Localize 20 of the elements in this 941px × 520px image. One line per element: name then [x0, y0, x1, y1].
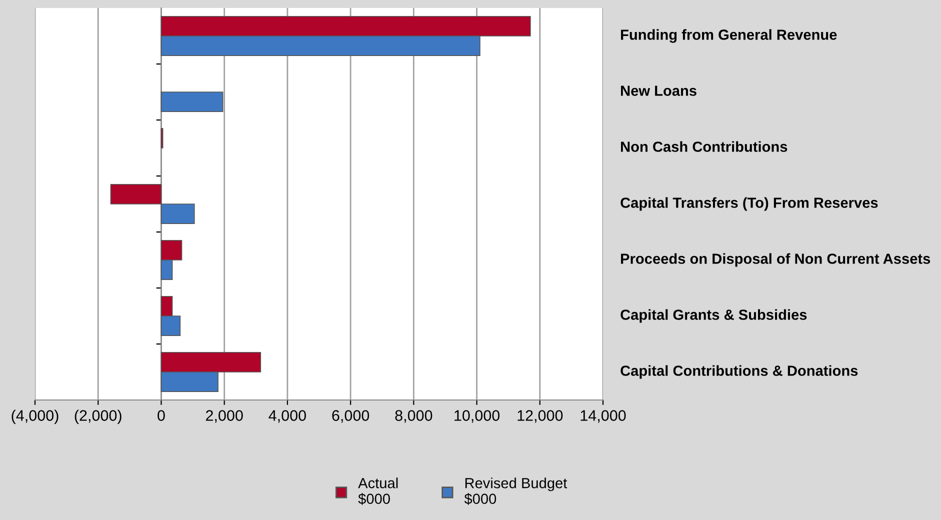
legend-label: Actual $000 — [358, 478, 398, 505]
x-tick-label: 12,000 — [518, 410, 563, 423]
y-tick-label: Non Cash Contributions — [621, 141, 788, 152]
x-tick-label: 10,000 — [454, 410, 500, 423]
x-tick-label: 2,000 — [206, 410, 243, 423]
y-tick-label: Capital Transfers (To) From Reserves — [620, 197, 878, 211]
x-tick-label: 8,000 — [395, 410, 432, 423]
x-tick-label: 4,000 — [268, 410, 306, 423]
y-tick-label: Proceeds on Disposal of Non Current Assets — [621, 253, 930, 267]
bar — [160, 92, 224, 112]
x-tick-label: (2,000) — [74, 410, 122, 424]
x-tick-label: 14,000 — [580, 410, 626, 423]
y-tick-label: Capital Grants & Subsidies — [620, 309, 807, 323]
x-tick-label: (4,000) — [12, 410, 58, 424]
y-tick-label: Capital Contributions & Donations — [620, 365, 858, 379]
legend-label: Revised Budget $000 — [464, 478, 568, 505]
y-tick-label: Funding from General Revenue — [621, 29, 837, 43]
y-tick-label: New Loans — [621, 86, 696, 96]
x-tick-label: 6,000 — [332, 410, 370, 423]
x-tick-label: 0 — [158, 410, 165, 421]
